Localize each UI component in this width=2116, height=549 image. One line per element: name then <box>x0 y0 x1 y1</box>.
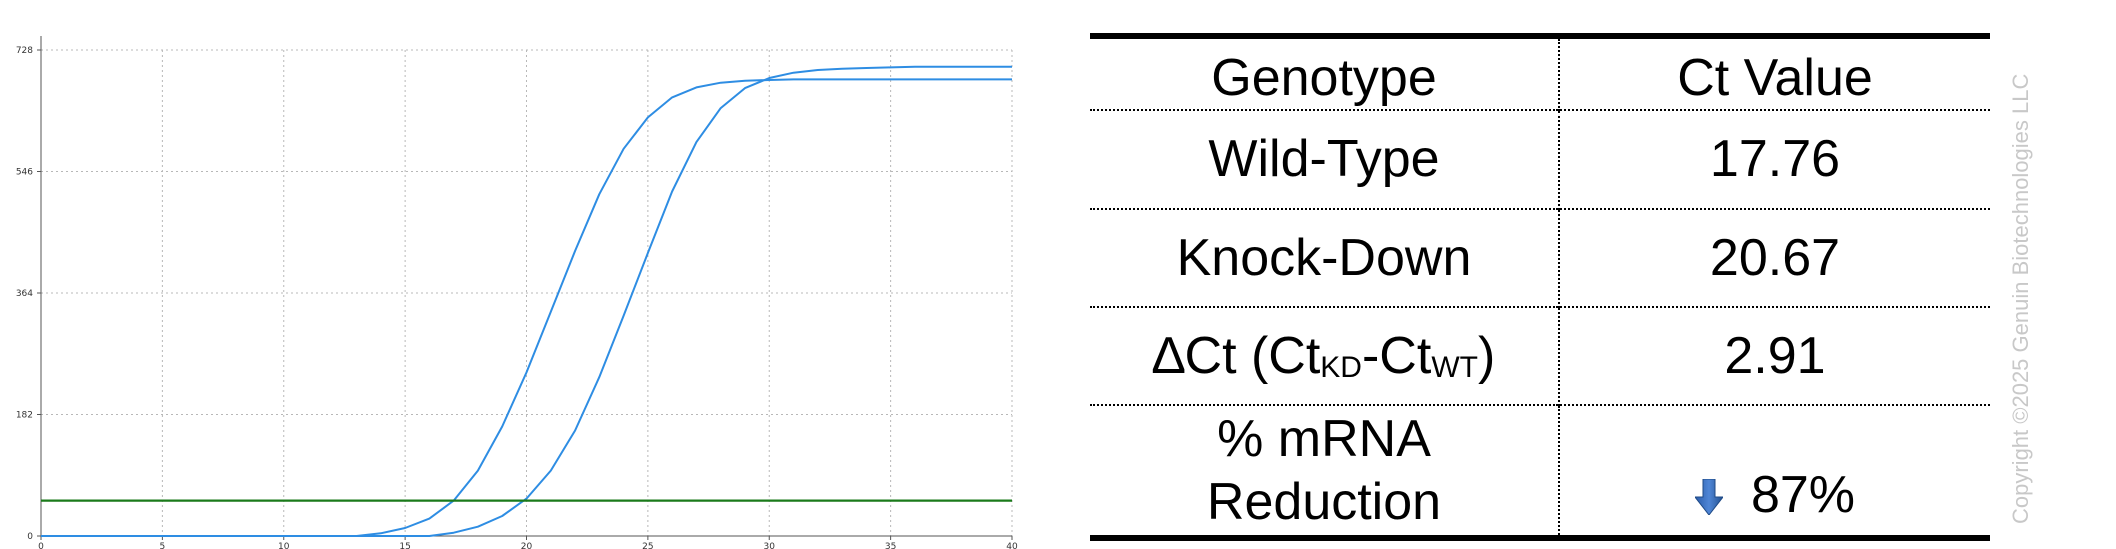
amplification-chart: 0 5 10 15 20 25 30 35 40 0 182 364 546 728 <box>0 0 1040 549</box>
x-tick-label: 30 <box>764 542 776 549</box>
down-arrow-icon <box>1693 467 1724 529</box>
amplification-curve-2 <box>41 65 1012 537</box>
ct-value-mrna-reduction: 87% <box>1559 405 1990 538</box>
grid-lines <box>41 49 1013 536</box>
table-row: ∆Ct (CtKD-CtWT) 2.91 <box>1090 307 1990 406</box>
x-tick-label: 0 <box>38 542 44 549</box>
delta-ct-suffix: ) <box>1477 327 1496 386</box>
ct-value-knock-down: 20.67 <box>1709 228 1841 287</box>
amplification-plot: 0 5 10 15 20 25 30 35 40 0 182 364 546 728 <box>16 36 1018 549</box>
amplification-curve-1 <box>41 78 1012 537</box>
x-tick-label: 20 <box>521 542 533 549</box>
x-tick-label: 15 <box>399 542 410 549</box>
series-lines <box>41 65 1012 537</box>
table-row: % mRNA Reduction 87 <box>1090 405 1990 538</box>
table-header-row: Genotype Ct Value <box>1090 36 1990 111</box>
tick-labels: 0 5 10 15 20 25 30 35 40 0 182 364 546 728 <box>16 46 1018 549</box>
ct-results-table: Genotype Ct Value Wild-Type 17.76 Knock-… <box>1090 33 1990 541</box>
x-tick-label: 5 <box>160 542 166 549</box>
mrna-reduction-line1: % mRNA <box>1217 410 1431 469</box>
delta-ct-prefix: ∆Ct (Ct <box>1152 327 1321 386</box>
ct-value-delta-ct: 2.91 <box>1724 327 1826 386</box>
genotype-delta-ct: ∆Ct (CtKD-CtWT) <box>1090 307 1560 406</box>
mrna-reduction-value: 87% <box>1750 466 1856 524</box>
genotype-knock-down: Knock-Down <box>1090 208 1560 308</box>
table-row: Wild-Type 17.76 <box>1090 110 1990 209</box>
y-tick-label: 182 <box>16 411 33 421</box>
y-tick-label: 546 <box>16 168 33 178</box>
genotype-mrna-reduction: % mRNA Reduction <box>1090 405 1560 538</box>
table-row: Knock-Down 20.67 <box>1090 208 1990 308</box>
x-tick-label: 25 <box>642 542 653 549</box>
mrna-reduction-line2: Reduction <box>1206 472 1442 531</box>
y-tick-label: 364 <box>16 289 33 299</box>
delta-ct-mid: -Ct <box>1361 327 1432 386</box>
genotype-header: Genotype <box>1090 36 1560 111</box>
y-tick-label: 0 <box>27 532 33 542</box>
delta-ct-sub-kd: KD <box>1320 351 1362 385</box>
x-tick-label: 10 <box>278 542 290 549</box>
delta-ct-sub-wt: WT <box>1431 351 1478 385</box>
ct-value-header: Ct Value <box>1677 49 1873 107</box>
copyright-watermark: Copyright ©2025 Genuin Biotechnologies L… <box>2008 73 2033 524</box>
x-tick-label: 35 <box>885 542 896 549</box>
ct-value-wild-type: 17.76 <box>1709 130 1841 189</box>
y-tick-label: 728 <box>16 46 33 56</box>
x-tick-label: 40 <box>1006 542 1018 549</box>
genotype-wild-type: Wild-Type <box>1090 110 1560 209</box>
axes <box>37 36 1013 540</box>
